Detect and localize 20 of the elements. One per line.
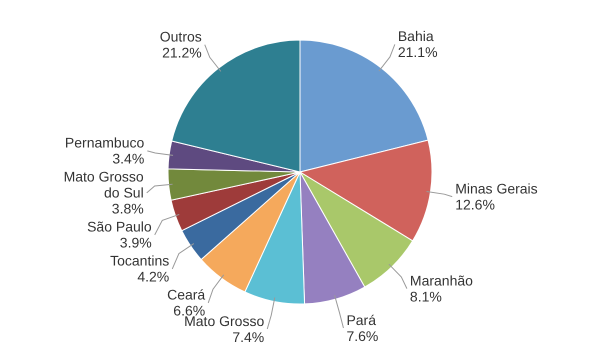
data-label: 7.4% <box>232 328 264 345</box>
data-label: 21.1% <box>398 44 438 60</box>
data-label: 3.4% <box>112 150 144 167</box>
data-label: 3.9% <box>120 234 152 251</box>
slice-label: Minas Gerais <box>455 180 538 196</box>
data-label: 4.2% <box>137 268 170 285</box>
slice-label: Pernambuco <box>64 134 145 151</box>
slice-label: São Paulo <box>87 218 152 235</box>
slice-label: Ceará <box>167 286 206 303</box>
data-label: 3.8% <box>112 200 144 217</box>
slice-label: Mato Grosso do Sul <box>64 168 144 201</box>
slice-label: Tocantins <box>110 252 170 269</box>
data-label: 21.2% <box>162 44 202 60</box>
slice-label: Maranhão <box>410 272 474 288</box>
slice-label: Outros <box>160 28 202 44</box>
data-label: 7.6% <box>346 328 378 344</box>
data-label: 8.1% <box>410 288 442 304</box>
data-label: 12.6% <box>455 196 495 212</box>
slice-label: Bahia <box>398 28 434 44</box>
slice-label: Pará <box>346 312 376 328</box>
